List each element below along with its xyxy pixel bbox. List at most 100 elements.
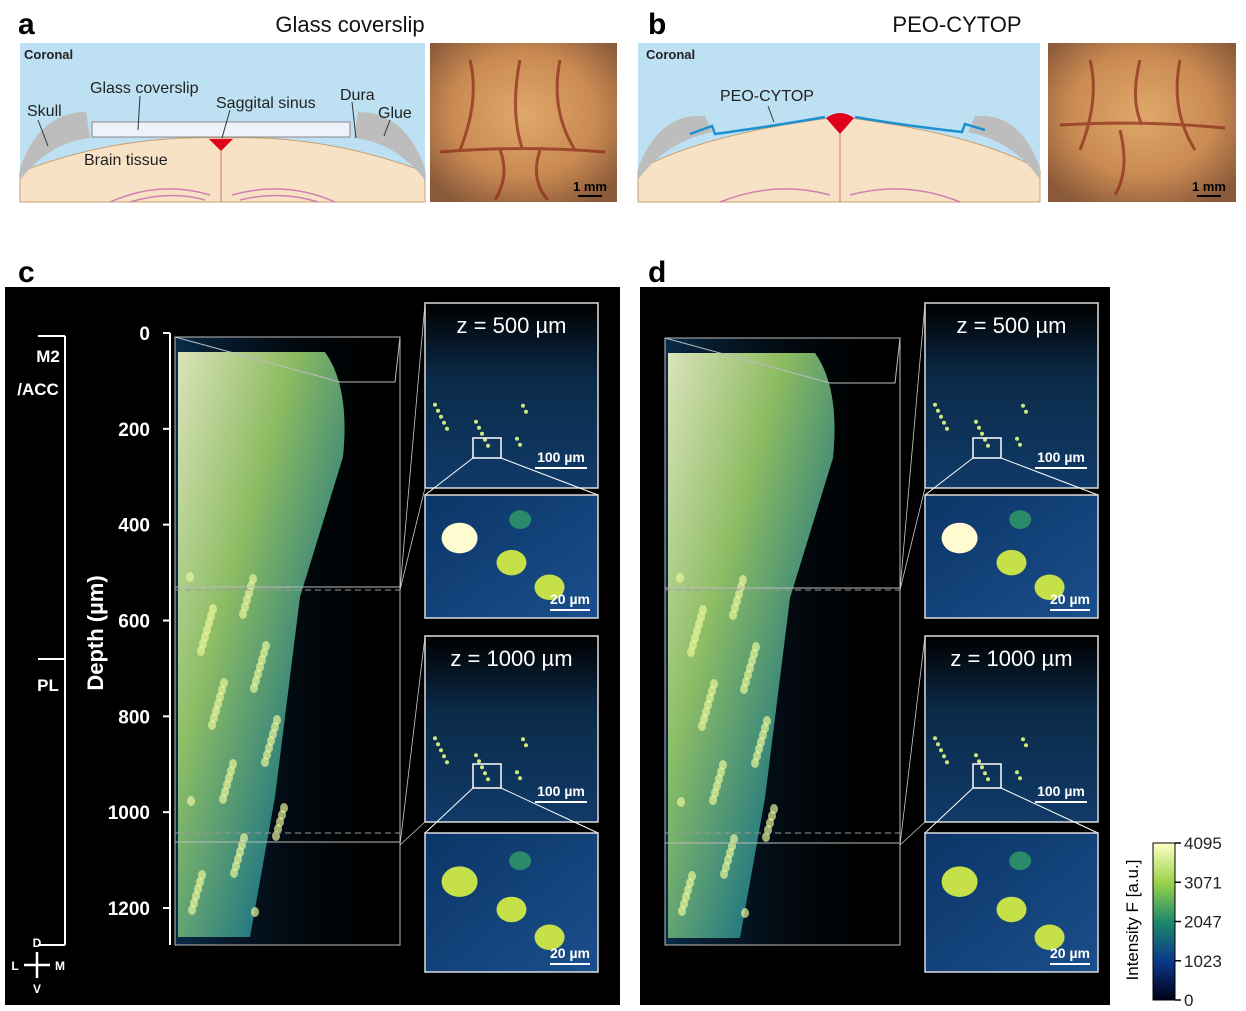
cell <box>752 642 760 652</box>
scale-bar-label: 100 µm <box>537 449 585 465</box>
tick-label: 800 <box>118 707 150 728</box>
cell <box>942 754 946 758</box>
scale-bar-label: 20 µm <box>1050 591 1090 607</box>
zoom-cell <box>509 510 531 529</box>
schematic-label: PEO-CYTOP <box>720 88 814 105</box>
region-label: M2 <box>36 347 60 366</box>
cell <box>445 427 449 431</box>
cell <box>483 771 487 775</box>
zoom-cell <box>997 550 1027 576</box>
panel-label: b <box>648 8 666 41</box>
cell <box>936 742 940 746</box>
tick-label: 3071 <box>1184 873 1222 892</box>
region-label: PL <box>37 676 59 695</box>
cell <box>518 443 522 447</box>
colorbar <box>1153 843 1175 1000</box>
cell <box>676 573 684 583</box>
figure: a Glass coverslip Coronal Glass coversli… <box>0 0 1246 1011</box>
cell <box>977 426 981 430</box>
scale-bar-label: 1 mm <box>1192 179 1226 194</box>
cell <box>229 759 237 769</box>
schematic-label: Skull <box>27 103 62 120</box>
cell <box>436 742 440 746</box>
schematic-label: Brain tissue <box>84 152 168 169</box>
cell <box>699 605 707 615</box>
cell <box>480 765 484 769</box>
tick-label: 600 <box>118 612 150 633</box>
cell <box>763 716 771 726</box>
zoom-cell <box>497 550 527 576</box>
cell <box>986 777 990 781</box>
schematic-label: Glue <box>378 105 412 122</box>
cell <box>187 796 195 806</box>
cell <box>249 574 257 584</box>
inset-title: z = 500 µm <box>457 313 567 338</box>
cell <box>688 871 696 881</box>
zoom-cell <box>1009 851 1031 870</box>
cell <box>933 403 937 407</box>
schematic-label: Saggital sinus <box>216 95 316 112</box>
cell <box>1021 737 1025 741</box>
cell <box>936 409 940 413</box>
cell <box>518 776 522 780</box>
cell <box>710 679 718 689</box>
cell <box>977 759 981 763</box>
cell <box>477 426 481 430</box>
cell <box>439 415 443 419</box>
zoom-cell <box>997 897 1027 923</box>
zoom-cell <box>942 866 978 897</box>
cell <box>436 409 440 413</box>
panel-label: a <box>18 8 35 41</box>
cell <box>486 777 490 781</box>
scale-bar-label: 20 µm <box>550 945 590 961</box>
tick-label: 1000 <box>108 803 150 824</box>
scale-bar-label: 100 µm <box>1037 449 1085 465</box>
cell <box>739 575 747 585</box>
colorbar-title: Intensity F [a.u.] <box>1123 860 1142 981</box>
cell <box>974 420 978 424</box>
cell <box>273 715 281 725</box>
cell <box>933 736 937 740</box>
scale-bar-label: 1 mm <box>573 179 607 194</box>
cell <box>945 760 949 764</box>
cell <box>1024 410 1028 414</box>
cell <box>521 404 525 408</box>
panel-title: Glass coverslip <box>275 12 424 37</box>
cell <box>945 427 949 431</box>
cell <box>1024 743 1028 747</box>
orientation-label: L <box>11 959 18 973</box>
cell <box>980 765 984 769</box>
axis-title: Depth (µm) <box>83 575 108 690</box>
scale-bar-label: 20 µm <box>550 591 590 607</box>
cell <box>186 572 194 582</box>
cell <box>939 748 943 752</box>
inset-title: z = 1000 µm <box>950 646 1072 671</box>
coverslip <box>92 122 350 137</box>
cell <box>1018 776 1022 780</box>
cell <box>741 908 749 918</box>
cell <box>433 403 437 407</box>
zoom-cell <box>509 851 531 870</box>
cell <box>433 736 437 740</box>
scale-bar-label: 100 µm <box>537 783 585 799</box>
cell <box>939 415 943 419</box>
scale-bar-label: 100 µm <box>1037 783 1085 799</box>
view-label: Coronal <box>646 47 695 62</box>
cell <box>477 759 481 763</box>
cell <box>442 421 446 425</box>
cell <box>942 421 946 425</box>
cell <box>486 444 490 448</box>
cell <box>1015 770 1019 774</box>
zoom-cell <box>442 523 478 554</box>
orientation-label: D <box>33 936 42 950</box>
tick-label: 4095 <box>1184 834 1222 853</box>
cell <box>445 760 449 764</box>
cell <box>474 753 478 757</box>
schematic-label: Glass coverslip <box>90 80 199 97</box>
tick-label: 0 <box>1184 991 1193 1010</box>
cell <box>983 771 987 775</box>
tick-label: 200 <box>118 420 150 441</box>
cell <box>1015 437 1019 441</box>
cell <box>1021 404 1025 408</box>
cell <box>1018 443 1022 447</box>
